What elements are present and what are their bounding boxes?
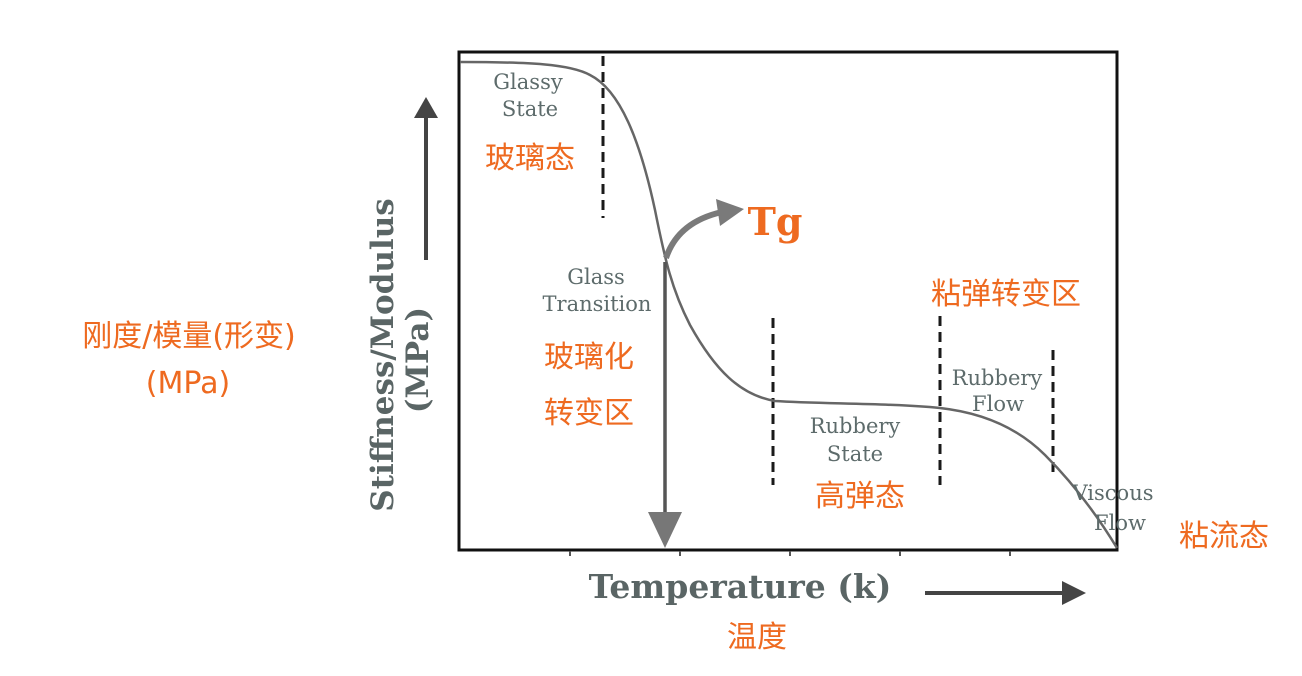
y-axis-zh-label: 刚度/模量(形变) [82,319,296,354]
glassy-state-label-line2: State [502,97,558,121]
rubbery-state-zh-label: 高弹态 [815,479,905,514]
rubbery-flow-zh-label: 粘弹转变区 [931,277,1081,312]
rubbery-state-label-line2: State [827,442,883,466]
rubbery-flow-label-line2: Flow [972,392,1024,416]
y-axis-unit: (MPa) [400,307,436,413]
rubbery-state-label-line1: Rubbery [810,414,901,438]
tg-down-arrow-icon [648,262,682,548]
plot-frame [457,50,1119,552]
y-axis-up-arrow-icon [414,97,438,260]
y-axis-zh-unit: (MPa) [146,366,230,401]
tg-curved-arrow-icon [663,199,744,260]
x-axis-zh-label: 温度 [727,620,787,655]
x-axis-label: Temperature (k) [589,567,892,606]
glass-transition-label-line2: Transition [543,292,652,316]
modulus-curve [459,60,1119,549]
glass-transition-label-line1: Glass [567,265,625,289]
rubbery-flow-label-line1: Rubbery [952,366,1043,390]
x-axis-ticks [569,551,1011,556]
viscous-flow-label-line1: Viscous [1072,481,1154,505]
y-axis-label: Stiffness/Modulus [365,198,401,511]
glassy-state-label-line1: Glassy [493,70,563,94]
viscous-flow-label-line2: Flow [1094,511,1146,535]
glass-transition-zh-line2: 转变区 [544,396,634,431]
x-axis-right-arrow-icon [925,581,1086,605]
viscous-flow-zh-label: 粘流态 [1179,519,1269,554]
glass-transition-zh-line1: 玻璃化 [544,340,634,375]
tg-label: Tg [748,199,803,244]
glassy-state-zh-label: 玻璃态 [485,141,575,176]
